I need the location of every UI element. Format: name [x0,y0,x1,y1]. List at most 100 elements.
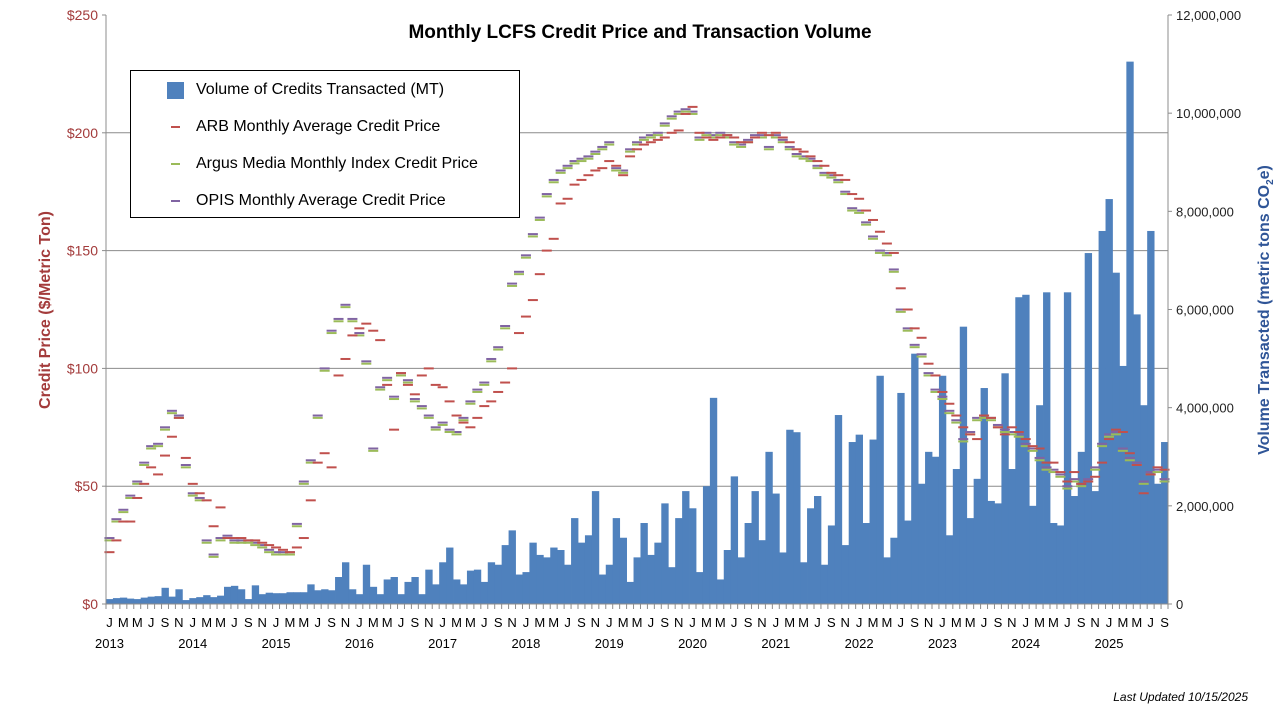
x-axis-month-label: J [398,615,405,630]
volume-bar [959,326,968,604]
x-axis-year-label: 2022 [845,636,874,651]
x-axis-month-label: M [701,615,712,630]
x-axis-month-label: S [660,615,669,630]
volume-bar [515,574,523,604]
x-axis-month-label: J [1106,615,1113,630]
volume-bar [133,599,142,604]
volume-bar [154,596,162,604]
volume-bar [1133,314,1141,604]
volume-bar [1063,292,1072,604]
volume-bar [446,547,454,604]
legend-label-opis: OPIS Monthly Average Credit Price [196,192,446,209]
volume-bar [307,584,315,604]
x-axis-month-label: S [744,615,753,630]
x-axis-month-label: N [257,615,266,630]
x-axis-month-label: J [1064,615,1071,630]
volume-bar [335,577,343,604]
x-axis-month-label: S [577,615,586,630]
volume-bar [973,478,981,604]
legend-item-argus: Argus Media Monthly Index Credit Price [131,152,478,176]
volume-bar [918,483,926,604]
volume-bar [1015,297,1023,604]
volume-bar [487,562,496,604]
x-axis-month-label: S [994,615,1003,630]
x-axis-month-label: M [1048,615,1059,630]
x-axis-month-label: N [841,615,850,630]
x-axis-month-label: J [356,615,363,630]
x-axis-month-label: S [244,615,253,630]
volume-bar [425,569,433,604]
x-axis-year-label: 2015 [262,636,291,651]
x-axis-year-label: 2014 [178,636,207,651]
volume-bar [140,597,149,604]
volume-bar [890,537,898,604]
volume-bar [1105,199,1113,604]
x-axis-year-label: 2024 [1011,636,1040,651]
x-axis-month-label: S [494,615,503,630]
legend: Volume of Credits Transacted (MT) ARB Mo… [130,70,520,218]
volume-bar [633,557,641,604]
x-axis-month-label: J [231,615,238,630]
x-axis-month-label: N [757,615,766,630]
volume-bar [119,597,128,604]
volume-bar [210,597,218,604]
right-axis-title-end: e) [1255,165,1273,180]
volume-bar [584,535,593,604]
volume-bar [1154,483,1162,604]
x-axis-month-label: J [606,615,613,630]
volume-bar [952,469,961,604]
x-axis-month-label: N [507,615,516,630]
volume-bar [626,581,634,604]
x-axis-year-label: 2021 [761,636,790,651]
right-axis-title: Volume Transacted (metric tons CO2e) [1256,165,1276,455]
volume-bar [1126,61,1134,605]
volume-bar [473,569,482,604]
x-axis-month-label: N [1090,615,1099,630]
volume-bar [1008,469,1016,604]
x-axis-month-label: M [632,615,643,630]
volume-bar [230,585,239,604]
volume-bar [460,584,468,604]
x-axis-month-label: S [827,615,836,630]
left-axis-tick-label: $200 [67,125,98,141]
last-updated: Last Updated 10/15/2025 [1113,690,1248,704]
volume-bar [314,590,322,604]
volume-bar [418,594,426,604]
right-axis-title-sub: 2 [1265,179,1277,185]
volume-bar [966,518,975,604]
volume-bar [355,594,364,604]
volume-bar [244,599,253,604]
volume-bar [1022,294,1030,604]
volume-bar [1056,525,1065,604]
volume-bar [938,375,947,604]
volume-bar [945,535,954,604]
volume-bar [744,523,752,604]
volume-bar [661,503,669,604]
volume-bar [709,397,718,604]
volume-bar [376,594,385,604]
volume-bar [841,545,850,604]
volume-bar [591,491,600,604]
volume-bar [390,577,398,604]
right-axis-title-text: Volume Transacted (metric tons CO [1255,184,1273,455]
volume-bar [404,581,412,604]
volume-bar [508,530,516,604]
volume-bar [1001,373,1009,604]
volume-bar [1050,523,1058,604]
volume-bar [987,500,995,604]
volume-bar [980,388,988,604]
x-axis-year-label: 2018 [511,636,540,651]
x-axis-month-label: M [548,615,559,630]
x-axis-month-label: M [534,615,545,630]
volume-bar [196,597,204,604]
legend-swatch-arb [171,126,180,128]
x-axis-month-label: M [215,615,226,630]
volume-bar [827,525,836,604]
left-axis-tick-label: $150 [67,243,98,259]
volume-bar [765,451,773,604]
x-axis-month-label: J [314,615,321,630]
x-axis-year-label: 2017 [428,636,457,651]
x-axis-month-label: M [1131,615,1142,630]
volume-bar [848,442,857,604]
volume-bar [369,586,378,604]
